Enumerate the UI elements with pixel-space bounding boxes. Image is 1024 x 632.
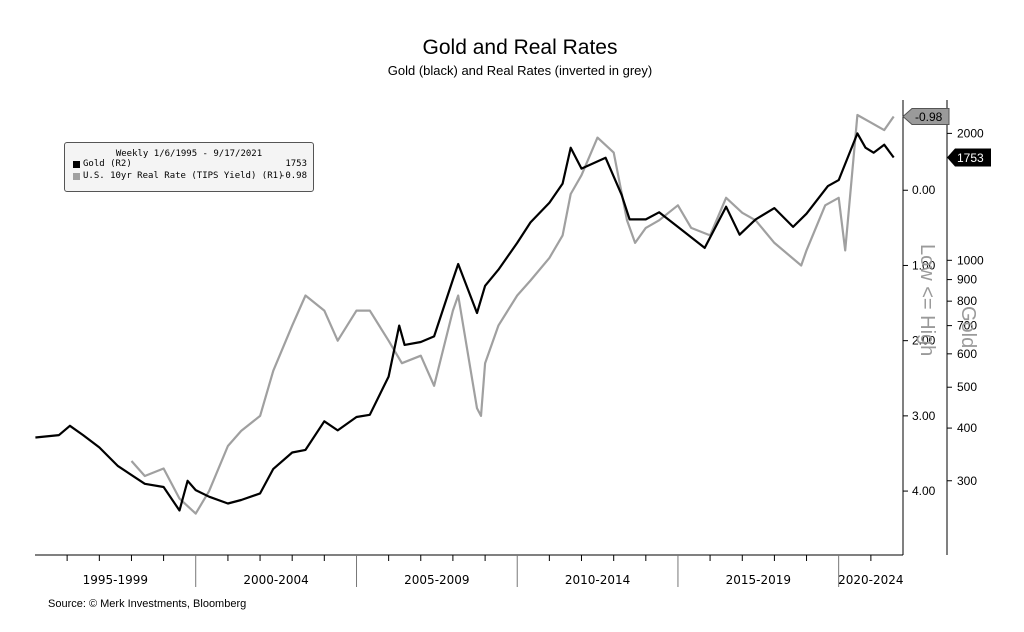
gold-axis-annotation: Gold (957, 306, 979, 348)
real-rate-tick-label: 4.00 (912, 484, 936, 498)
legend-swatch-real-rate (73, 173, 80, 180)
chart-title: Gold and Real Rates (422, 36, 618, 59)
chart-subtitle: Gold (black) and Real Rates (inverted in… (387, 63, 653, 78)
x-category-label: 2015-2019 (726, 573, 791, 587)
gold-tick-label: 1000 (957, 253, 984, 267)
x-category-label: 2010-2014 (565, 573, 630, 587)
legend-value-gold: 1753 (285, 159, 307, 169)
gold-series-line (35, 132, 895, 512)
gold-last-value-badge (947, 148, 991, 167)
real-rate-tick-label: 1.00 (912, 258, 936, 272)
legend-name-gold: Gold (R2) (83, 159, 132, 169)
gold-tick-label: 700 (957, 319, 977, 333)
real-rate-tick-label: 2.00 (912, 334, 936, 348)
x-category-label: 2020-2024 (838, 573, 903, 587)
legend-swatch-gold (73, 161, 80, 168)
legend-value-real-rate: -0.98 (279, 171, 307, 181)
legend-entry-real-rate: U.S. 10yr Real Rate (TIPS Yield) (R1) -0… (73, 171, 307, 183)
x-category-label: 1995-1999 (83, 573, 148, 587)
gold-tick-label: 2000 (957, 126, 984, 140)
gold-tick-label: 300 (957, 474, 977, 488)
real-rate-series-line (130, 113, 895, 515)
gold-tick-label: 400 (957, 421, 977, 435)
gold-last-value-text: 1753 (957, 151, 984, 165)
legend: Weekly 1/6/1995 - 9/17/2021 Gold (R2) 17… (64, 142, 314, 192)
legend-entry-gold: Gold (R2) 1753 (73, 159, 307, 171)
source-note: Source: © Merk Investments, Bloomberg (48, 598, 247, 610)
gold-tick-label: 600 (957, 347, 977, 361)
real-rate-tick-label: 0.00 (912, 183, 936, 197)
gold-tick-label: 900 (957, 273, 977, 287)
real-rate-tick-label: 3.00 (912, 409, 936, 423)
x-category-label: 2005-2009 (404, 573, 469, 587)
legend-header: Weekly 1/6/1995 - 9/17/2021 (115, 149, 263, 159)
legend-name-real-rate: U.S. 10yr Real Rate (TIPS Yield) (R1) (83, 171, 284, 181)
gold-tick-label: 500 (957, 380, 977, 394)
real-rate-axis-annotation: Low <= High (916, 244, 938, 356)
real-rate-last-value-badge (902, 108, 950, 126)
gold-tick-label: 800 (957, 294, 977, 308)
real-rate-last-value-text: -0.98 (915, 110, 943, 124)
x-category-label: 2000-2004 (243, 573, 308, 587)
